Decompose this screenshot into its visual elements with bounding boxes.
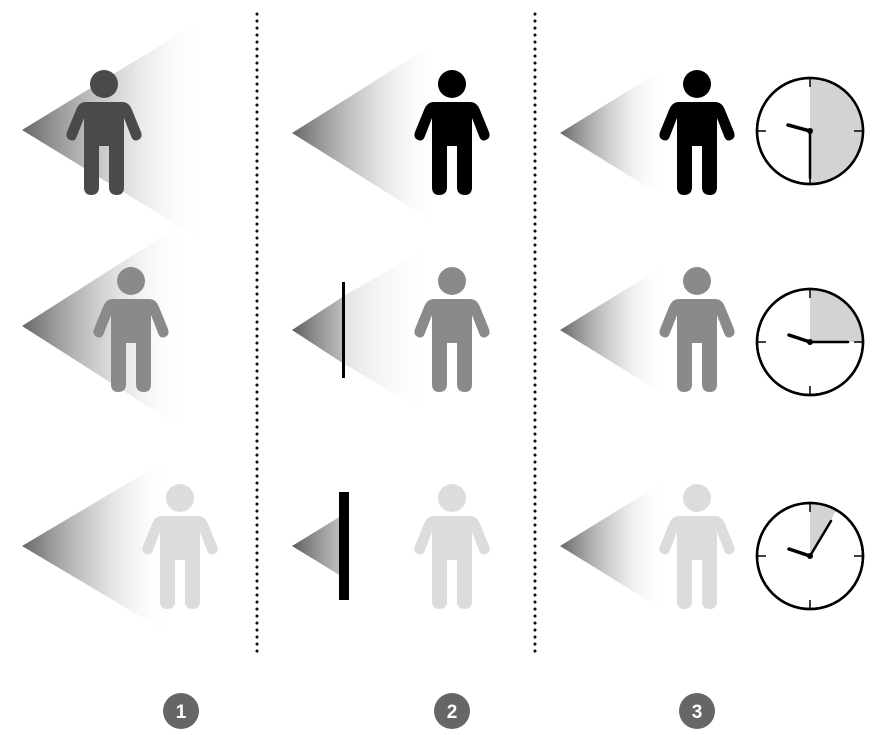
person-icon (659, 70, 735, 195)
light-cone-icon (292, 516, 341, 576)
person-icon (659, 484, 735, 609)
row-3-3 (560, 481, 865, 611)
person-icon (659, 267, 735, 392)
light-cone-icon (292, 40, 440, 226)
light-cone-icon (560, 68, 665, 198)
light-cone-icon (560, 265, 665, 395)
row-1-1 (22, 18, 205, 242)
badge-2-label: 2 (447, 702, 458, 723)
row-2-1 (292, 40, 490, 226)
light-cone-icon (22, 458, 170, 634)
row-3-2 (560, 265, 865, 397)
light-cone-icon (344, 246, 430, 414)
row-2-3 (292, 484, 490, 609)
row-2-2 (292, 246, 490, 414)
row-1-3 (22, 458, 218, 634)
column-2 (292, 40, 490, 609)
barrier-icon (342, 282, 345, 378)
clock-icon (755, 76, 865, 186)
badge-3-label: 3 (692, 702, 703, 723)
row-3-1 (560, 68, 865, 198)
badge-1-label: 1 (176, 702, 187, 723)
number-badge-icon: 1 (163, 693, 199, 729)
number-badge-icon: 3 (679, 693, 715, 729)
barrier-icon (339, 492, 349, 600)
light-cone-icon (560, 481, 665, 611)
column-1 (22, 18, 218, 634)
clock-icon (755, 287, 865, 397)
person-icon (414, 484, 490, 609)
column-3 (560, 68, 865, 611)
light-cone-icon (292, 296, 344, 364)
clock-icon (755, 501, 865, 611)
number-badge-icon: 2 (434, 693, 470, 729)
row-1-2 (22, 222, 185, 430)
